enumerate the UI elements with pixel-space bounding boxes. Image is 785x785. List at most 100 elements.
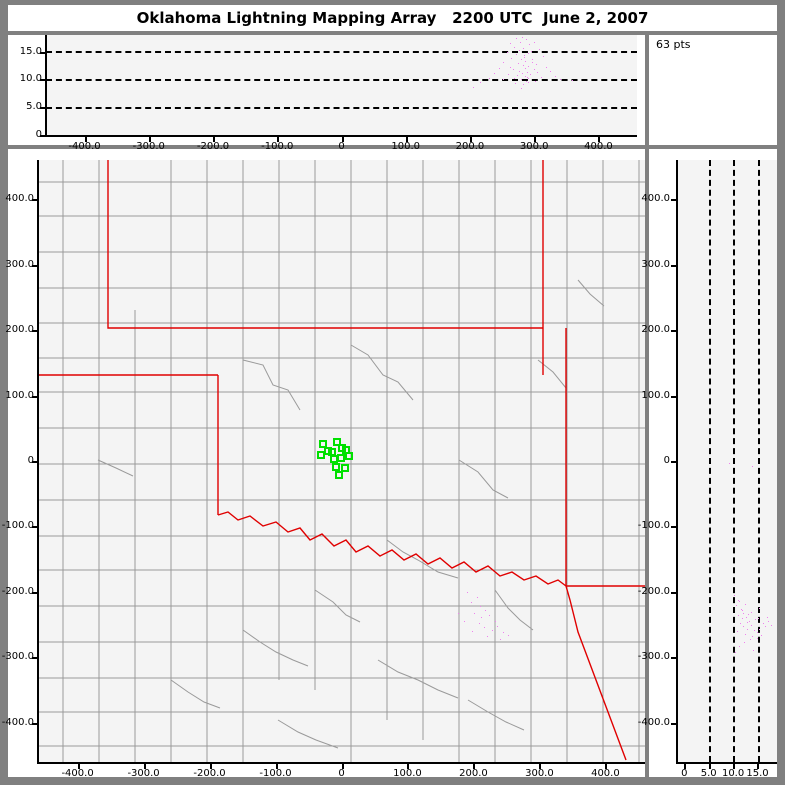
lightning-marker[interactable] bbox=[337, 454, 345, 462]
source-point bbox=[481, 617, 482, 618]
source-point bbox=[479, 623, 480, 624]
source-point bbox=[757, 638, 758, 639]
source-point bbox=[550, 71, 551, 72]
gridline bbox=[709, 160, 711, 762]
source-point bbox=[492, 630, 493, 631]
axis-tick-label: -200.0 bbox=[186, 768, 234, 779]
source-point bbox=[467, 592, 468, 593]
source-point bbox=[510, 43, 511, 44]
axis-tick-label: -400.0 bbox=[54, 768, 102, 779]
axis-tick bbox=[671, 396, 677, 398]
axis-tick bbox=[40, 52, 46, 54]
altitude-vs-east-plot-area[interactable] bbox=[46, 35, 637, 135]
source-point bbox=[521, 59, 522, 60]
source-point bbox=[747, 629, 748, 630]
source-point bbox=[522, 37, 523, 38]
axis-tick bbox=[671, 526, 677, 528]
source-point bbox=[758, 618, 759, 619]
source-point bbox=[458, 613, 459, 614]
source-point bbox=[735, 652, 736, 653]
gridline-5 bbox=[46, 107, 637, 109]
source-point bbox=[752, 636, 753, 637]
axis-tick-label: -300.0 bbox=[628, 651, 670, 662]
source-point bbox=[763, 623, 764, 624]
axis-tick-label: -100.0 bbox=[628, 520, 670, 531]
source-point bbox=[499, 68, 500, 69]
source-point bbox=[500, 639, 501, 640]
source-point bbox=[519, 71, 520, 72]
source-point bbox=[474, 613, 475, 614]
source-point bbox=[767, 617, 768, 618]
axis-tick-label: 300.0 bbox=[0, 259, 34, 270]
gridline-10 bbox=[46, 79, 637, 81]
source-point bbox=[751, 625, 752, 626]
altitude-vs-north-plot-area[interactable] bbox=[677, 160, 777, 762]
source-point bbox=[543, 56, 544, 57]
axis-tick-label: 0 bbox=[0, 455, 34, 466]
source-point bbox=[560, 79, 561, 80]
axis-tick bbox=[32, 199, 38, 201]
axis-tick bbox=[671, 265, 677, 267]
axis-tick-label: -100.0 bbox=[0, 520, 34, 531]
source-point bbox=[743, 626, 744, 627]
source-point bbox=[751, 612, 752, 613]
source-point bbox=[745, 604, 746, 605]
source-point bbox=[761, 635, 762, 636]
source-point bbox=[480, 82, 481, 83]
lightning-marker[interactable] bbox=[345, 452, 353, 460]
source-point bbox=[572, 80, 573, 81]
gridline-15 bbox=[46, 51, 637, 53]
axis-tick-label: -100.0 bbox=[252, 768, 300, 779]
source-point bbox=[745, 634, 746, 635]
source-point bbox=[480, 606, 481, 607]
source-point bbox=[489, 78, 490, 79]
source-point bbox=[472, 631, 473, 632]
source-point bbox=[485, 610, 486, 611]
axis-tick-label: -200.0 bbox=[0, 586, 34, 597]
source-point bbox=[521, 79, 522, 80]
source-point bbox=[494, 73, 495, 74]
axis-tick-label: -300.0 bbox=[0, 651, 34, 662]
point-count-label: 63 pts bbox=[656, 38, 691, 51]
source-point bbox=[497, 626, 498, 627]
source-point bbox=[519, 50, 520, 51]
source-point bbox=[507, 52, 508, 53]
axis-tick-label: 100.0 bbox=[0, 390, 34, 401]
source-point bbox=[546, 67, 547, 68]
source-point bbox=[759, 608, 760, 609]
axis-tick-label: 400.0 bbox=[628, 193, 670, 204]
source-point bbox=[525, 76, 526, 77]
source-point bbox=[464, 621, 465, 622]
plan-view-map-plot-area[interactable] bbox=[38, 160, 645, 762]
source-point bbox=[511, 58, 512, 59]
source-point bbox=[531, 51, 532, 52]
source-point bbox=[744, 642, 745, 643]
axis-tick bbox=[40, 79, 46, 81]
source-point bbox=[755, 619, 756, 620]
source-point bbox=[734, 595, 735, 596]
source-point bbox=[487, 636, 488, 637]
source-point bbox=[729, 463, 730, 464]
source-point bbox=[514, 47, 515, 48]
source-point bbox=[508, 635, 509, 636]
source-point bbox=[524, 57, 525, 58]
page-title: Oklahoma Lightning Mapping Array 2200 UT… bbox=[137, 9, 649, 27]
axis-tick bbox=[40, 107, 46, 109]
top-panel-y-axis bbox=[45, 35, 47, 136]
axis-tick-label: 300.0 bbox=[628, 259, 670, 270]
source-point bbox=[742, 618, 743, 619]
source-point bbox=[532, 59, 533, 60]
source-point bbox=[768, 621, 769, 622]
axis-tick-label: 0 bbox=[628, 455, 670, 466]
lightning-marker[interactable] bbox=[324, 447, 332, 455]
axis-tick-label: 400.0 bbox=[0, 193, 34, 204]
source-point bbox=[753, 650, 754, 651]
source-point bbox=[503, 79, 504, 80]
lightning-marker[interactable] bbox=[335, 471, 343, 479]
lightning-marker[interactable] bbox=[332, 463, 340, 471]
source-point bbox=[759, 629, 760, 630]
source-point bbox=[521, 88, 522, 89]
source-point bbox=[739, 646, 740, 647]
axis-tick bbox=[32, 657, 38, 659]
source-point bbox=[739, 601, 740, 602]
